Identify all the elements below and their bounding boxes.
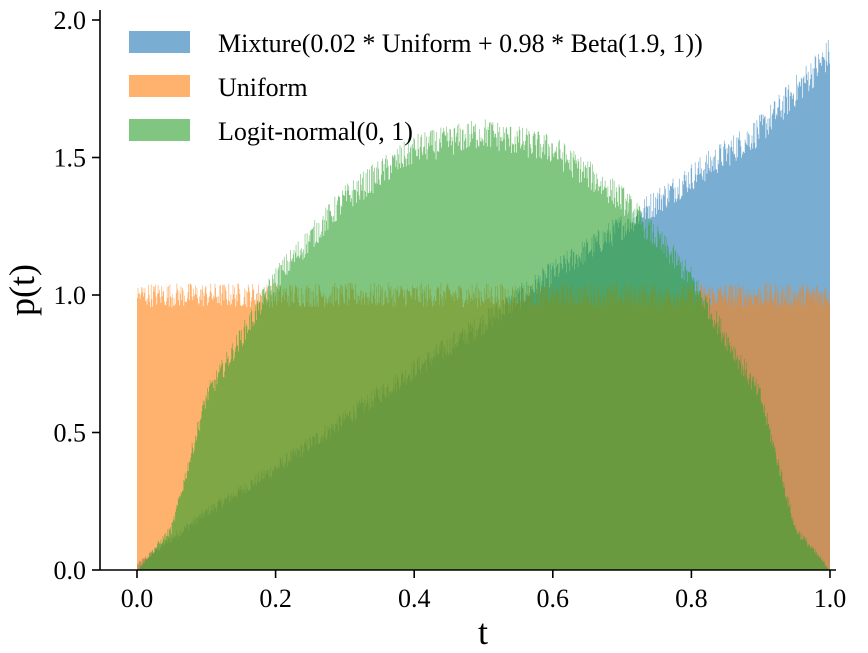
y-tick-label: 0.0 bbox=[54, 556, 87, 585]
series-logit-normal-bars bbox=[137, 119, 830, 571]
x-tick-label: 1.0 bbox=[814, 584, 847, 613]
x-tick-label: 0.8 bbox=[675, 584, 708, 613]
series-logit-normal-histogram bbox=[137, 119, 830, 571]
y-tick-label: 1.5 bbox=[54, 144, 87, 173]
x-tick-label: 0.0 bbox=[121, 584, 154, 613]
legend-label-logit-normal: Logit-normal(0, 1) bbox=[218, 117, 413, 146]
y-tick-label: 2.0 bbox=[54, 6, 87, 35]
x-tick-label: 0.6 bbox=[537, 584, 570, 613]
x-axis-ticks: 0.0 0.2 0.4 0.6 0.8 1.0 bbox=[121, 570, 847, 613]
legend-label-uniform: Uniform bbox=[218, 73, 308, 102]
y-axis-label: p(t) bbox=[2, 264, 42, 316]
legend-label-mixture: Mixture(0.02 * Uniform + 0.98 * Beta(1.9… bbox=[218, 29, 703, 58]
legend-swatch-mixture bbox=[129, 31, 190, 53]
y-tick-label: 1.0 bbox=[54, 281, 87, 310]
legend: Mixture(0.02 * Uniform + 0.98 * Beta(1.9… bbox=[129, 29, 703, 146]
legend-swatch-uniform bbox=[129, 75, 190, 97]
x-tick-label: 0.4 bbox=[398, 584, 431, 613]
x-tick-label: 0.2 bbox=[259, 584, 292, 613]
histogram-bars bbox=[137, 39, 830, 571]
legend-swatch-logit-normal bbox=[129, 119, 190, 141]
y-axis-ticks: 0.0 0.5 1.0 1.5 2.0 bbox=[54, 6, 100, 585]
y-tick-label: 0.5 bbox=[54, 419, 87, 448]
x-axis-label: t bbox=[478, 612, 488, 652]
